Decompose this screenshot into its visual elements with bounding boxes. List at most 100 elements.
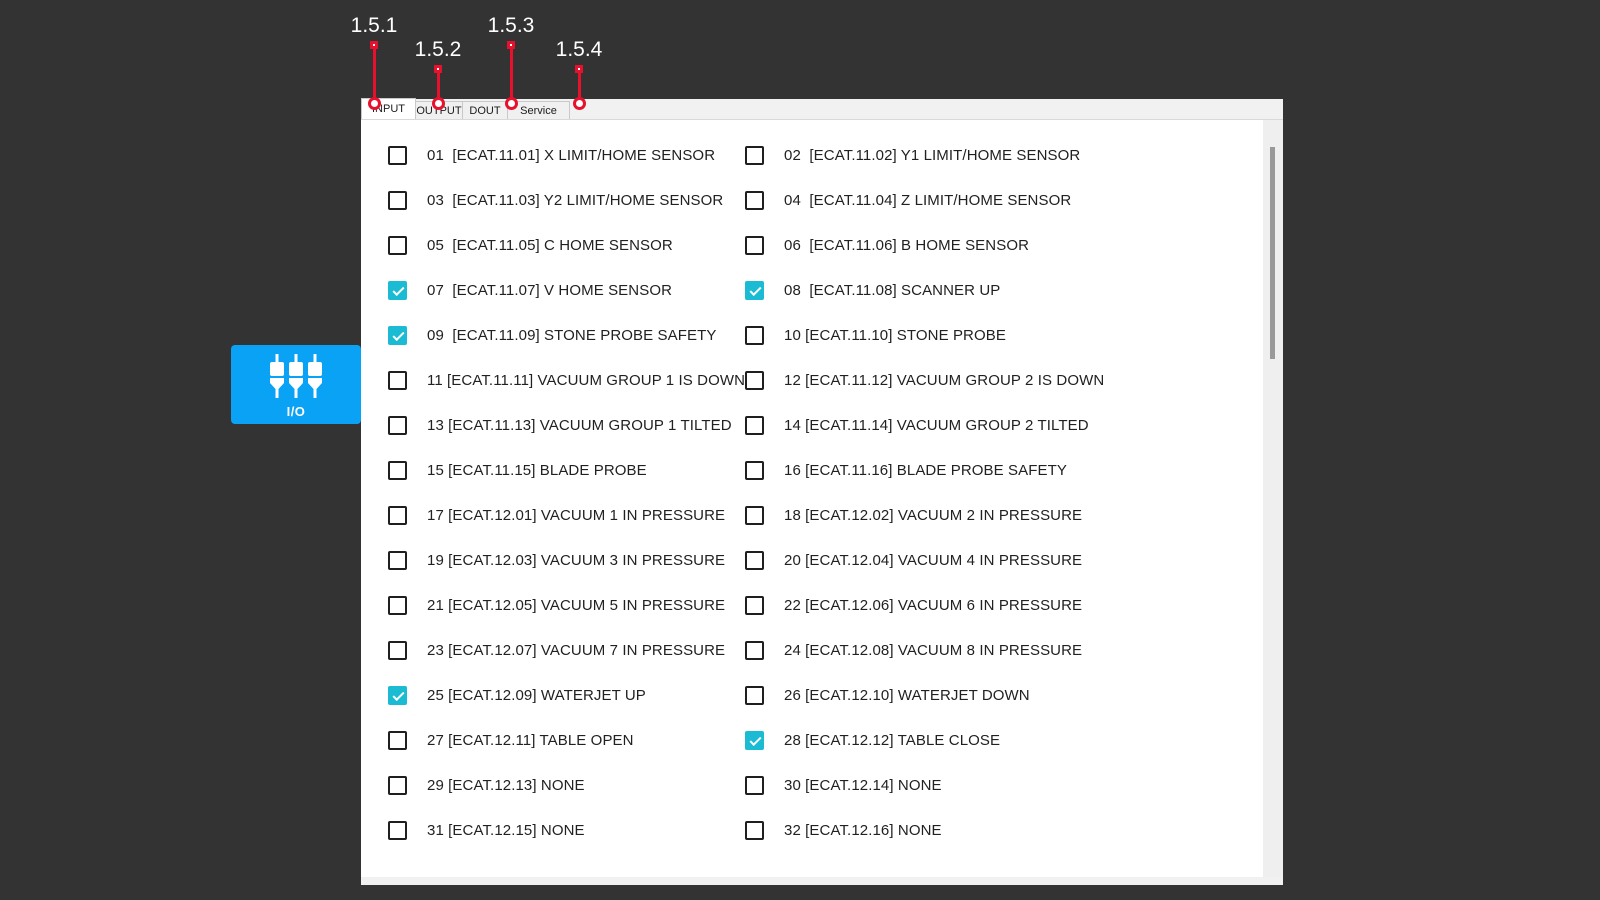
io-checkbox[interactable] xyxy=(745,146,764,165)
callout-label: 1.5.1 xyxy=(350,14,398,37)
io-checkbox-label: 16 [ECAT.11.16] BLADE PROBE SAFETY xyxy=(784,462,1067,479)
callout-1-5-3: 1.5.3 xyxy=(471,14,551,110)
io-config-panel: INPUT OUTPUT DOUT Service 01 [ECAT.11.01… xyxy=(361,98,1283,885)
io-list-item: 04 [ECAT.11.04] Z LIMIT/HOME SENSOR xyxy=(745,191,1243,210)
io-checkbox[interactable] xyxy=(388,416,407,435)
tab-input[interactable]: INPUT xyxy=(361,98,416,119)
io-list-item: 16 [ECAT.11.16] BLADE PROBE SAFETY xyxy=(745,461,1243,480)
io-checkbox[interactable] xyxy=(388,731,407,750)
io-checkbox[interactable] xyxy=(745,281,764,300)
io-checkbox[interactable] xyxy=(388,236,407,255)
io-checkbox-label: 28 [ECAT.12.12] TABLE CLOSE xyxy=(784,732,1001,749)
io-sliders-icon xyxy=(270,354,322,398)
io-list-item: 31 [ECAT.12.15] NONE xyxy=(388,821,745,840)
vertical-scrollbar[interactable] xyxy=(1263,120,1283,877)
input-tab-content: 01 [ECAT.11.01] X LIMIT/HOME SENSOR 02 [… xyxy=(361,120,1283,877)
io-checkbox[interactable] xyxy=(388,596,407,615)
io-checkbox[interactable] xyxy=(388,506,407,525)
io-list-item: 14 [ECAT.11.14] VACUUM GROUP 2 TILTED xyxy=(745,416,1243,435)
io-checkbox[interactable] xyxy=(388,641,407,660)
callout-label: 1.5.2 xyxy=(414,38,462,61)
io-list-item: 19 [ECAT.12.03] VACUUM 3 IN PRESSURE xyxy=(388,551,745,570)
io-checkbox-label: 23 [ECAT.12.07] VACUUM 7 IN PRESSURE xyxy=(427,642,726,659)
io-checkbox[interactable] xyxy=(745,776,764,795)
scrollbar-thumb[interactable] xyxy=(1270,147,1275,359)
io-checkbox[interactable] xyxy=(745,686,764,705)
io-checkbox-grid: 01 [ECAT.11.01] X LIMIT/HOME SENSOR 02 [… xyxy=(388,133,1243,853)
io-checkbox-label: 31 [ECAT.12.15] NONE xyxy=(427,822,585,839)
io-list-item: 06 [ECAT.11.06] B HOME SENSOR xyxy=(745,236,1243,255)
io-list-item: 28 [ECAT.12.12] TABLE CLOSE xyxy=(745,731,1243,750)
callout-square-marker xyxy=(370,41,378,49)
io-checkbox[interactable] xyxy=(388,281,407,300)
tab-service[interactable]: Service xyxy=(507,101,570,119)
callout-1-5-1: 1.5.1 xyxy=(334,14,414,110)
io-list-item: 01 [ECAT.11.01] X LIMIT/HOME SENSOR xyxy=(388,146,745,165)
tab-bar: INPUT OUTPUT DOUT Service xyxy=(361,98,1283,120)
io-checkbox[interactable] xyxy=(745,506,764,525)
io-list-item: 20 [ECAT.12.04] VACUUM 4 IN PRESSURE xyxy=(745,551,1243,570)
io-checkbox-label: 14 [ECAT.11.14] VACUUM GROUP 2 TILTED xyxy=(784,417,1089,434)
callout-line xyxy=(372,49,376,97)
io-checkbox-label: 19 [ECAT.12.03] VACUUM 3 IN PRESSURE xyxy=(427,552,726,569)
io-checkbox[interactable] xyxy=(745,461,764,480)
io-checkbox[interactable] xyxy=(745,236,764,255)
io-checkbox-label: 32 [ECAT.12.16] NONE xyxy=(784,822,942,839)
io-checkbox[interactable] xyxy=(745,371,764,390)
io-checkbox-label: 13 [ECAT.11.13] VACUUM GROUP 1 TILTED xyxy=(427,417,732,434)
io-checkbox[interactable] xyxy=(745,821,764,840)
io-checkbox-label: 21 [ECAT.12.05] VACUUM 5 IN PRESSURE xyxy=(427,597,726,614)
io-checkbox-label: 17 [ECAT.12.01] VACUUM 1 IN PRESSURE xyxy=(427,507,726,524)
io-checkbox[interactable] xyxy=(388,191,407,210)
io-list-item: 21 [ECAT.12.05] VACUUM 5 IN PRESSURE xyxy=(388,596,745,615)
tab-output[interactable]: OUTPUT xyxy=(415,101,463,119)
io-checkbox-label: 15 [ECAT.11.15] BLADE PROBE xyxy=(427,462,647,479)
io-checkbox-label: 26 [ECAT.12.10] WATERJET DOWN xyxy=(784,687,1030,704)
callout-line xyxy=(436,73,440,97)
io-checkbox[interactable] xyxy=(388,146,407,165)
io-checkbox-label: 09 [ECAT.11.09] STONE PROBE SAFETY xyxy=(427,327,717,344)
io-checkbox[interactable] xyxy=(388,326,407,345)
io-checkbox[interactable] xyxy=(745,641,764,660)
io-checkbox[interactable] xyxy=(388,371,407,390)
io-checkbox-label: 01 [ECAT.11.01] X LIMIT/HOME SENSOR xyxy=(427,147,716,164)
io-checkbox[interactable] xyxy=(388,821,407,840)
callout-square-marker xyxy=(575,65,583,73)
io-checkbox[interactable] xyxy=(745,731,764,750)
callout-label: 1.5.4 xyxy=(555,38,603,61)
io-button-label: I/O xyxy=(286,404,306,419)
io-list-item: 03 [ECAT.11.03] Y2 LIMIT/HOME SENSOR xyxy=(388,191,745,210)
io-checkbox[interactable] xyxy=(745,326,764,345)
io-list-item: 09 [ECAT.11.09] STONE PROBE SAFETY xyxy=(388,326,745,345)
io-list-item: 07 [ECAT.11.07] V HOME SENSOR xyxy=(388,281,745,300)
io-checkbox[interactable] xyxy=(388,551,407,570)
io-checkbox[interactable] xyxy=(388,686,407,705)
io-list-item: 02 [ECAT.11.02] Y1 LIMIT/HOME SENSOR xyxy=(745,146,1243,165)
io-checkbox-label: 25 [ECAT.12.09] WATERJET UP xyxy=(427,687,646,704)
io-list-item: 23 [ECAT.12.07] VACUUM 7 IN PRESSURE xyxy=(388,641,745,660)
io-checkbox-label: 07 [ECAT.11.07] V HOME SENSOR xyxy=(427,282,673,299)
io-checkbox[interactable] xyxy=(745,551,764,570)
io-checkbox-label: 22 [ECAT.12.06] VACUUM 6 IN PRESSURE xyxy=(784,597,1083,614)
io-list-item: 11 [ECAT.11.11] VACUUM GROUP 1 IS DOWN xyxy=(388,371,745,390)
tab-dout[interactable]: DOUT xyxy=(462,101,508,119)
callout-line xyxy=(509,49,513,97)
io-checkbox-label: 30 [ECAT.12.14] NONE xyxy=(784,777,942,794)
io-list-item: 18 [ECAT.12.02] VACUUM 2 IN PRESSURE xyxy=(745,506,1243,525)
io-list-item: 17 [ECAT.12.01] VACUUM 1 IN PRESSURE xyxy=(388,506,745,525)
io-checkbox[interactable] xyxy=(745,416,764,435)
io-panel-button[interactable]: I/O xyxy=(231,345,361,424)
io-checkbox[interactable] xyxy=(388,461,407,480)
io-list-item: 12 [ECAT.11.12] VACUUM GROUP 2 IS DOWN xyxy=(745,371,1243,390)
io-checkbox[interactable] xyxy=(388,776,407,795)
io-list-item: 27 [ECAT.12.11] TABLE OPEN xyxy=(388,731,745,750)
io-checkbox-label: 03 [ECAT.11.03] Y2 LIMIT/HOME SENSOR xyxy=(427,192,724,209)
io-checkbox[interactable] xyxy=(745,191,764,210)
io-checkbox[interactable] xyxy=(745,596,764,615)
callout-line xyxy=(577,73,581,97)
io-list-item: 30 [ECAT.12.14] NONE xyxy=(745,776,1243,795)
io-list-item: 24 [ECAT.12.08] VACUUM 8 IN PRESSURE xyxy=(745,641,1243,660)
io-checkbox-label: 11 [ECAT.11.11] VACUUM GROUP 1 IS DOWN xyxy=(427,372,746,389)
io-list-item: 05 [ECAT.11.05] C HOME SENSOR xyxy=(388,236,745,255)
io-checkbox-label: 18 [ECAT.12.02] VACUUM 2 IN PRESSURE xyxy=(784,507,1083,524)
